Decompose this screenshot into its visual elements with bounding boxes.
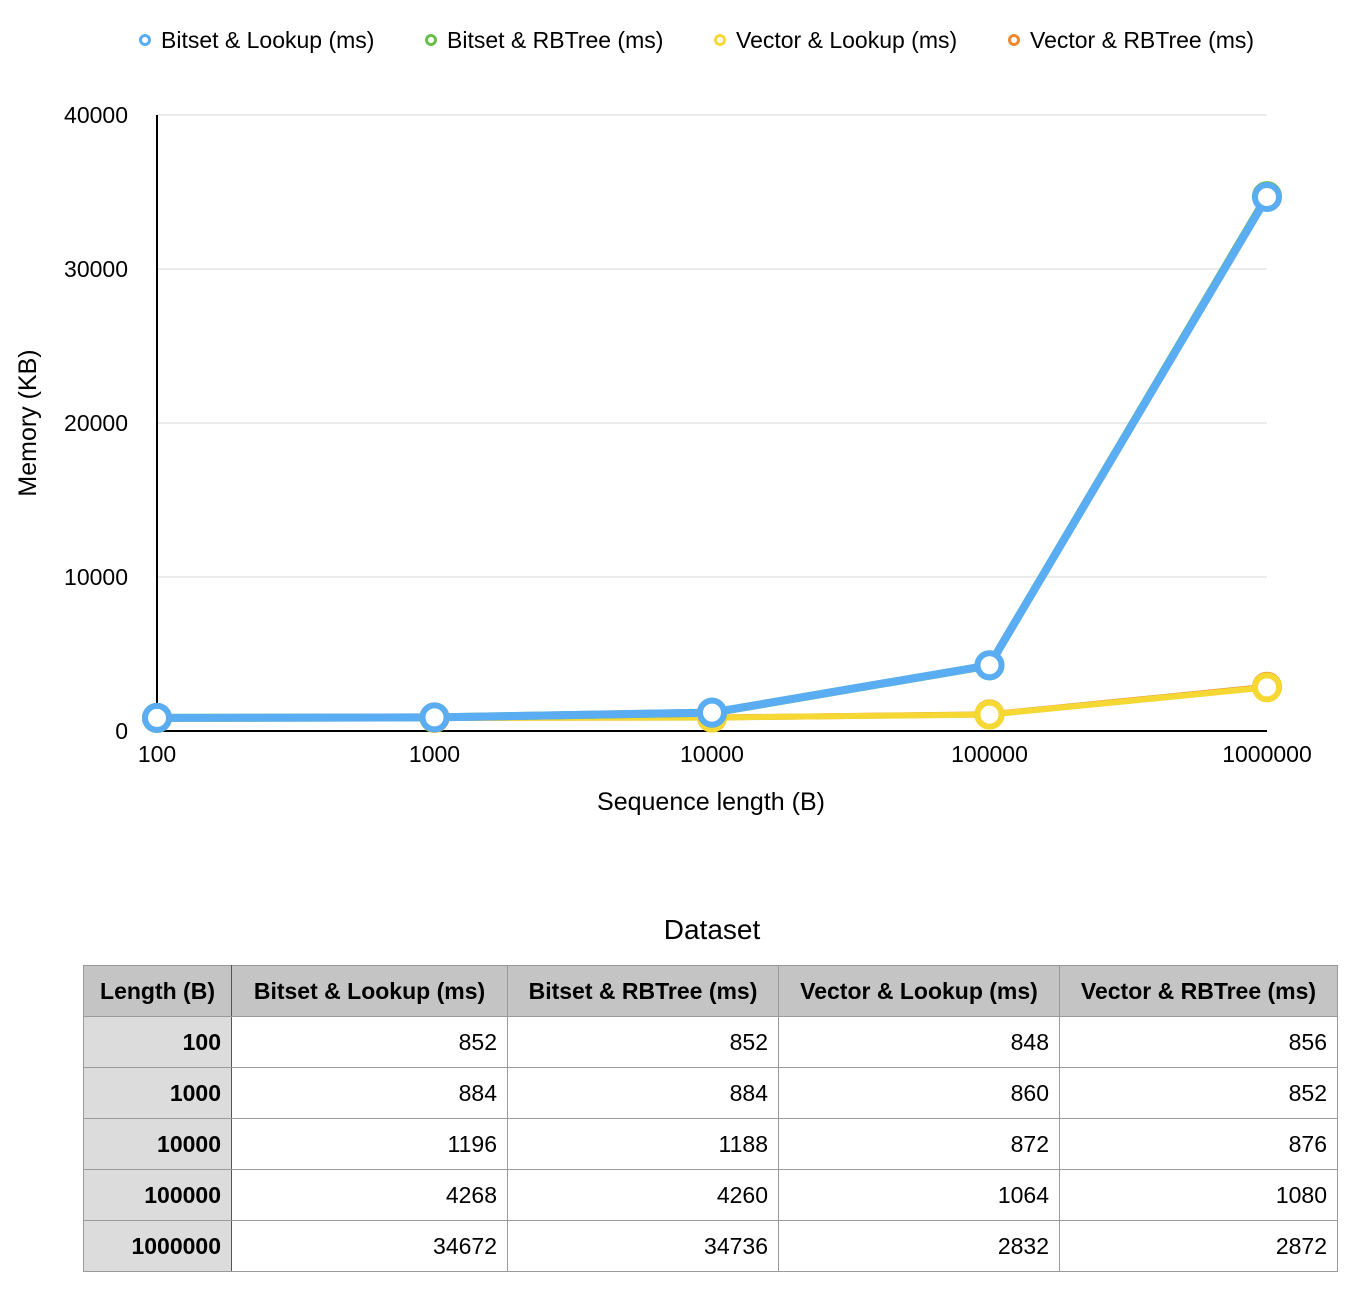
table-row: 100 852 852 848 856 xyxy=(83,1016,1338,1068)
table-cell: 1196 xyxy=(231,1118,508,1170)
table-cell: 884 xyxy=(507,1067,779,1119)
table-title: Dataset xyxy=(663,914,761,945)
series-line xyxy=(153,193,1271,722)
data-point xyxy=(142,702,172,733)
table-row-header: 1000 xyxy=(83,1067,232,1119)
table-row-header: 100000 xyxy=(83,1169,232,1221)
legend-item-bitset-lookup: Bitset & Lookup (ms) xyxy=(139,22,374,58)
x-tick-label: 100000 xyxy=(951,741,1028,767)
table-cell: 2872 xyxy=(1059,1220,1338,1272)
line-chart: 0 10000 20000 30000 40000 100 1000 10000 100000 1… xyxy=(14,102,1312,816)
legend-marker-icon xyxy=(714,34,726,46)
legend-item-bitset-rbtree: Bitset & RBTree (ms) xyxy=(425,22,663,58)
data-point xyxy=(697,697,727,728)
x-tick-label: 1000000 xyxy=(1222,741,1312,767)
legend-marker-icon xyxy=(425,34,437,46)
series-line xyxy=(153,192,1271,722)
x-tick-label: 10000 xyxy=(680,741,744,767)
table-cell: 872 xyxy=(778,1118,1060,1170)
table-cell: 876 xyxy=(1059,1118,1338,1170)
table-header-cell: Length (B) xyxy=(83,965,232,1017)
table-cell: 1188 xyxy=(507,1118,779,1170)
legend-item-vector-rbtree: Vector & RBTree (ms) xyxy=(1008,22,1254,58)
dataset-table: Length (B) Bitset & Lookup (ms) Bitset &… xyxy=(83,965,1338,1272)
table-header-cell: Vector & Lookup (ms) xyxy=(778,965,1060,1017)
table-cell: 34736 xyxy=(507,1220,779,1272)
y-tick-label: 20000 xyxy=(64,410,128,436)
legend-label: Vector & Lookup (ms) xyxy=(736,26,958,53)
table-cell: 4268 xyxy=(231,1169,508,1221)
table-cell: 856 xyxy=(1059,1016,1338,1068)
y-axis-title: Memory (KB) xyxy=(14,349,42,496)
table-row: 1000 884 884 860 852 xyxy=(83,1067,1338,1119)
table-cell: 2832 xyxy=(778,1220,1060,1272)
legend-label: Bitset & RBTree (ms) xyxy=(447,26,664,53)
data-point xyxy=(419,702,450,733)
legend-item-vector-lookup: Vector & Lookup (ms) xyxy=(714,22,957,58)
grid-lines xyxy=(157,114,1267,578)
table-row-header: 10000 xyxy=(83,1118,232,1170)
table-cell: 852 xyxy=(507,1016,779,1068)
x-tick-label: 1000 xyxy=(409,741,460,767)
tick-labels: 0 10000 20000 30000 40000 100 1000 10000 100000 1… xyxy=(64,102,1312,767)
table-row-header: 100 xyxy=(83,1016,232,1068)
legend-marker-icon xyxy=(1008,34,1020,46)
table-cell: 884 xyxy=(231,1067,508,1119)
table-row: 1000000 34672 34736 2832 2872 xyxy=(83,1220,1338,1272)
data-point xyxy=(1252,182,1282,213)
table-row: 10000 1196 1188 872 876 xyxy=(83,1118,1338,1170)
y-tick-label: 0 xyxy=(115,718,128,744)
legend-label: Vector & RBTree (ms) xyxy=(1030,26,1255,53)
table-cell: 860 xyxy=(778,1067,1060,1119)
table-header-cell: Bitset & RBTree (ms) xyxy=(507,965,779,1017)
table-row-header: 1000000 xyxy=(83,1220,232,1272)
y-tick-label: 10000 xyxy=(64,564,128,590)
table-header-cell: Vector & RBTree (ms) xyxy=(1059,965,1338,1017)
y-tick-label: 40000 xyxy=(64,102,128,128)
table-cell: 852 xyxy=(1059,1067,1338,1119)
table-cell: 1064 xyxy=(778,1169,1060,1221)
x-axis-title: Sequence length (B) xyxy=(597,788,825,816)
table-cell: 4260 xyxy=(507,1169,779,1221)
data-point xyxy=(1252,672,1282,703)
table-cell: 1080 xyxy=(1059,1169,1338,1221)
chart-legend: Bitset & Lookup (ms) Bitset & RBTree (ms… xyxy=(0,22,1370,58)
data-point xyxy=(974,650,1005,681)
x-tick-label: 100 xyxy=(138,741,176,767)
table-cell: 34672 xyxy=(231,1220,508,1272)
series-lines xyxy=(142,181,1282,733)
table-row: 100000 4268 4260 1064 1080 xyxy=(83,1169,1338,1221)
y-tick-label: 30000 xyxy=(64,256,128,282)
data-point xyxy=(974,699,1005,730)
table-cell: 852 xyxy=(231,1016,508,1068)
table-cell: 848 xyxy=(778,1016,1060,1068)
legend-label: Bitset & Lookup (ms) xyxy=(161,26,375,53)
table-header-row: Length (B) Bitset & Lookup (ms) Bitset &… xyxy=(83,965,1338,1017)
table-header-cell: Bitset & Lookup (ms) xyxy=(231,965,508,1017)
legend-marker-icon xyxy=(139,34,151,46)
